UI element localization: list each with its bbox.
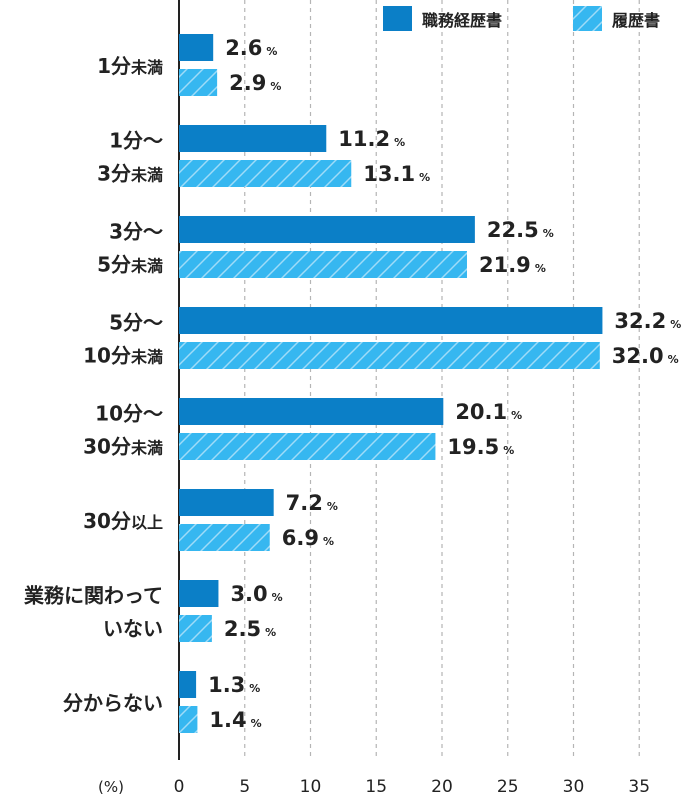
bar-shokumu-keirekisho — [179, 489, 274, 516]
category-label: 30分未満 — [83, 435, 163, 459]
x-axis-unit-label: (%) — [98, 778, 124, 796]
value-label: 7.2% — [286, 491, 338, 515]
bar-rirekisho — [179, 251, 467, 278]
x-tick-label: 20 — [431, 777, 453, 797]
bar-shokumu-keirekisho — [179, 34, 214, 61]
value-label: 2.6% — [225, 36, 277, 60]
bar-rirekisho — [179, 706, 198, 733]
bar-rirekisho — [179, 342, 600, 369]
category-label: 3分〜 — [109, 220, 163, 244]
value-label: 32.0% — [612, 344, 679, 368]
category-label: 3分未満 — [97, 162, 163, 186]
value-label: 20.1% — [455, 400, 522, 424]
x-tick-label: 0 — [174, 777, 185, 797]
legend-label: 職務経歴書 — [422, 11, 502, 30]
value-label: 13.1% — [363, 162, 430, 186]
value-label: 3.0% — [230, 582, 282, 606]
x-tick-label: 25 — [497, 777, 519, 797]
value-label: 32.2% — [614, 309, 681, 333]
x-tick-label: 10 — [300, 777, 322, 797]
value-label: 2.9% — [229, 71, 281, 95]
bar-rirekisho — [179, 160, 352, 187]
gridlines — [178, 0, 640, 760]
bar-shokumu-keirekisho — [179, 307, 603, 334]
bar-rirekisho — [179, 524, 270, 551]
x-tick-label: 5 — [239, 777, 250, 797]
value-label: 21.9% — [479, 253, 546, 277]
value-label: 2.5% — [224, 617, 276, 641]
category-label: 5分〜 — [109, 311, 163, 335]
bar-shokumu-keirekisho — [179, 125, 327, 152]
category-label: 1分〜 — [109, 129, 163, 153]
value-label: 1.3% — [208, 673, 260, 697]
value-label: 19.5% — [447, 435, 514, 459]
value-label: 1.4% — [209, 708, 261, 732]
labels: 0 5 10 15 20 25 30 35 (%) 2.6 % 2.9 % 1分未満 11.2 % 13.1 % 1… — [24, 36, 681, 797]
category-label: 1分未満 — [97, 54, 163, 78]
category-label: 分からない — [63, 691, 163, 715]
bar-rirekisho — [179, 615, 212, 642]
bar-shokumu-keirekisho — [179, 671, 197, 698]
legend-swatch-rirekisho — [573, 6, 602, 31]
bar-shokumu-keirekisho — [179, 216, 475, 243]
x-tick-label: 30 — [563, 777, 585, 797]
value-label: 11.2% — [338, 127, 405, 151]
bar-rirekisho — [179, 433, 436, 460]
x-tick-label: 35 — [628, 777, 650, 797]
bar-shokumu-keirekisho — [179, 580, 219, 607]
category-label: 業務に関わって — [24, 584, 163, 608]
value-label: 6.9% — [282, 526, 334, 550]
legend: 職務経歴書 履歴書 — [383, 6, 660, 31]
value-label: 22.5% — [487, 218, 554, 242]
category-label: 10分〜 — [95, 402, 163, 426]
category-label: 10分未満 — [83, 344, 163, 368]
legend-label: 履歴書 — [612, 11, 660, 30]
bar-shokumu-keirekisho — [179, 398, 444, 425]
x-tick-label: 15 — [365, 777, 387, 797]
bars — [179, 34, 603, 733]
legend-swatch-shokumu-keirekisho — [383, 6, 412, 31]
bar-rirekisho — [179, 69, 218, 96]
category-label: いない — [103, 617, 163, 641]
category-label: 5分未満 — [97, 253, 163, 277]
category-label: 30分以上 — [83, 509, 163, 533]
